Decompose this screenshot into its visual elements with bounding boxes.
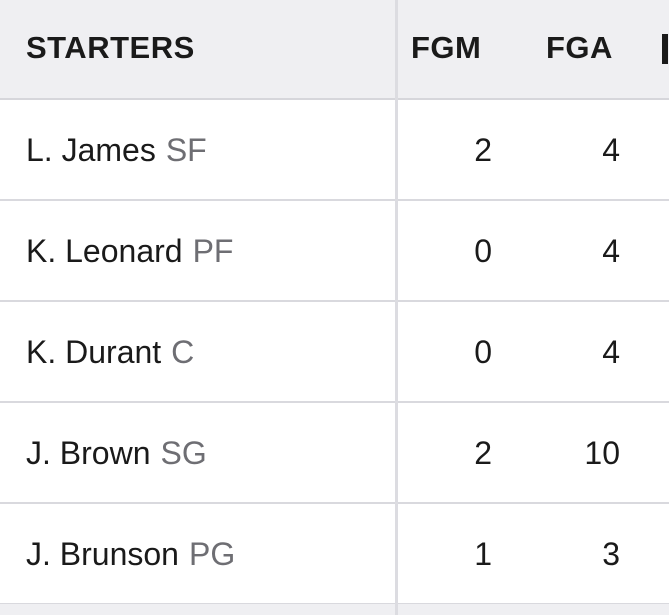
fgm-cell: 2: [474, 132, 492, 168]
fga-cell: 4: [602, 334, 620, 370]
fgm-cell: 1: [474, 536, 492, 572]
fgm-cell: 2: [474, 435, 492, 471]
fgm-cell: 0: [474, 334, 492, 370]
table-row[interactable]: L. James SF 2 4: [0, 100, 669, 201]
fga-cell: 10: [584, 435, 620, 471]
player-position: PF: [192, 233, 234, 269]
player-name[interactable]: K. Durant: [26, 334, 162, 370]
fga-cell: 4: [602, 233, 620, 269]
player-name[interactable]: K. Leonard: [26, 233, 183, 269]
player-cell[interactable]: K. Leonard PF: [26, 233, 233, 270]
table-row[interactable]: J. Brunson PG 1 3: [0, 504, 669, 605]
next-section-header-partial: [0, 604, 669, 615]
player-cell[interactable]: L. James SF: [26, 132, 207, 169]
table-row[interactable]: K. Leonard PF 0 4: [0, 201, 669, 302]
header-fga[interactable]: FGA: [546, 30, 613, 65]
fgm-cell: 0: [474, 233, 492, 269]
player-name[interactable]: L. James: [26, 132, 156, 168]
player-cell[interactable]: J. Brown SG: [26, 435, 207, 472]
table-row[interactable]: J. Brown SG 2 10: [0, 403, 669, 504]
player-cell[interactable]: J. Brunson PG: [26, 536, 235, 573]
frozen-column-divider: [395, 0, 398, 615]
player-name[interactable]: J. Brunson: [26, 536, 179, 572]
table-header: STARTERS FGM FGA: [0, 0, 669, 100]
table-row[interactable]: K. Durant C 0 4: [0, 302, 669, 403]
player-name[interactable]: J. Brown: [26, 435, 151, 471]
header-next-column-partial: [662, 34, 668, 64]
player-position: PG: [188, 536, 236, 572]
header-fgm[interactable]: FGM: [411, 30, 482, 65]
player-position: SG: [160, 435, 207, 471]
player-position: SF: [165, 132, 207, 168]
player-cell[interactable]: K. Durant C: [26, 334, 194, 371]
fga-cell: 3: [602, 536, 620, 572]
header-starters[interactable]: STARTERS: [26, 30, 195, 65]
fga-cell: 4: [602, 132, 620, 168]
player-position: C: [171, 334, 195, 370]
